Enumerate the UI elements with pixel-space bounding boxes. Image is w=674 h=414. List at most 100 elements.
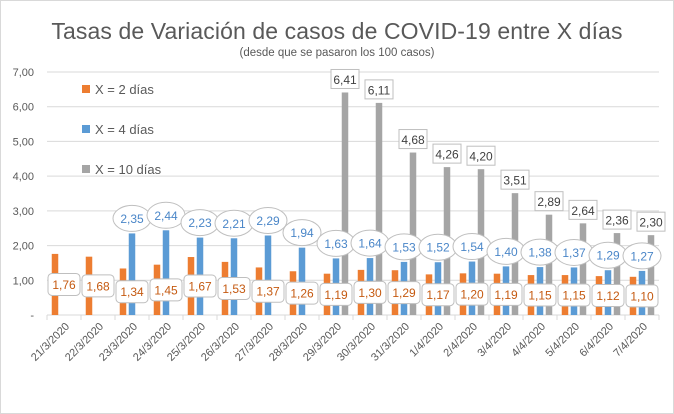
data-label-box <box>466 145 496 166</box>
data-label: 1,19 <box>494 288 518 302</box>
x-tick-label: 1/4/2020 <box>407 321 446 360</box>
bar <box>409 152 417 315</box>
data-label-box <box>500 169 530 190</box>
bar <box>647 235 655 315</box>
data-label-box <box>489 282 523 306</box>
data-label-box <box>387 281 421 305</box>
data-label: 1,30 <box>358 286 382 300</box>
legend-swatch <box>82 165 90 173</box>
data-label: 3,51 <box>503 174 527 188</box>
bar <box>264 235 272 315</box>
data-label: 4,68 <box>401 133 425 147</box>
data-label-box <box>534 191 564 212</box>
data-label: 1,29 <box>596 249 620 263</box>
data-label-box <box>217 276 251 300</box>
data-label-box <box>636 211 666 232</box>
bar <box>162 230 170 315</box>
data-label: 1,17 <box>426 288 450 302</box>
chart-title: Tasas de Variación de casos de COVID-19 … <box>51 18 623 44</box>
bar <box>128 233 136 315</box>
y-tick-label: 4,00 <box>13 171 34 183</box>
data-label: 2,21 <box>222 217 246 231</box>
data-label: 1,67 <box>188 280 212 294</box>
data-label: 1,12 <box>596 289 620 303</box>
y-tick-label: 7,00 <box>13 67 34 79</box>
y-tick-label: 6,00 <box>13 102 34 114</box>
legend: X = 2 días X = 4 días X = 10 días <box>82 82 162 177</box>
x-tick-label: 7/4/2020 <box>611 321 650 360</box>
chart-subtitle: (desde que se pasaron los 100 casos) <box>239 47 435 59</box>
data-label: 1,40 <box>494 245 518 259</box>
data-label-box <box>591 284 625 308</box>
bar <box>579 223 587 315</box>
data-label: 2,35 <box>120 212 144 226</box>
data-label-box <box>81 274 115 298</box>
legend-swatch <box>82 125 90 133</box>
y-tick-label: 3,00 <box>13 206 34 218</box>
data-label: 1,15 <box>562 289 586 303</box>
data-label: 1,19 <box>324 288 348 302</box>
data-label: 2,23 <box>188 216 212 230</box>
data-label-box <box>149 278 183 302</box>
data-label-box <box>251 279 285 303</box>
data-label-box <box>421 283 455 307</box>
data-label: 6,41 <box>333 73 357 87</box>
data-label: 1,29 <box>392 286 416 300</box>
y-tick-label: 1,00 <box>13 275 34 287</box>
x-tick-label: 6/4/2020 <box>577 321 616 360</box>
data-labels: 1,76 1,68 1,34 1,45 1,67 1,53 1,37 1,26 1,19 1,30… <box>47 68 666 308</box>
legend-swatch <box>82 85 90 93</box>
data-label-box <box>602 209 632 230</box>
data-label: 1,34 <box>120 285 144 299</box>
legend-label: X = 4 días <box>95 122 154 137</box>
data-label-box <box>364 79 394 100</box>
data-label: 1,54 <box>460 240 484 254</box>
data-label-box <box>455 282 489 306</box>
data-label: 1,63 <box>324 237 348 251</box>
data-label-box <box>183 274 217 298</box>
y-tick-label: 5,00 <box>13 136 34 148</box>
data-label: 1,27 <box>630 249 654 263</box>
data-label: 1,38 <box>528 246 552 260</box>
data-label: 2,64 <box>571 204 595 218</box>
data-label-bubble <box>622 242 662 270</box>
data-label-box <box>568 199 598 220</box>
x-tick-label: 3/4/2020 <box>475 321 514 360</box>
data-label: 1,26 <box>290 287 314 301</box>
legend-label: X = 2 días <box>95 82 154 97</box>
data-label: 1,53 <box>392 240 416 254</box>
y-tick-label: - <box>30 310 34 322</box>
data-label-bubble <box>282 219 322 247</box>
data-label-box <box>432 143 462 164</box>
data-label-box <box>523 283 557 307</box>
data-label-box <box>353 280 387 304</box>
data-label: 1,94 <box>290 226 314 240</box>
data-label: 2,36 <box>605 214 629 228</box>
data-label: 1,53 <box>222 282 246 296</box>
bar <box>230 238 238 315</box>
data-label-box <box>557 283 591 307</box>
data-label-box <box>285 281 319 305</box>
data-label: 1,20 <box>460 288 484 302</box>
data-label: 1,68 <box>86 279 110 293</box>
data-label-box <box>625 284 659 308</box>
data-label: 2,44 <box>154 209 178 223</box>
x-tick-label: 4/4/2020 <box>509 321 548 360</box>
data-label: 4,26 <box>435 148 459 162</box>
data-label: 1,64 <box>358 237 382 251</box>
data-label-box <box>115 280 149 304</box>
x-axis: 21/3/202022/3/202023/3/202024/3/202025/3… <box>29 314 660 364</box>
y-axis: - 1,00 2,00 3,00 4,00 5,00 6,00 7,00 <box>13 67 35 322</box>
bar <box>298 247 306 315</box>
data-label: 1,76 <box>52 278 76 292</box>
data-label: 1,37 <box>562 246 586 260</box>
data-label-box <box>398 129 428 150</box>
data-label: 1,15 <box>528 289 552 303</box>
data-label: 1,45 <box>154 283 178 297</box>
x-tick-label: 5/4/2020 <box>543 321 582 360</box>
data-label: 1,10 <box>630 289 654 303</box>
data-label: 1,37 <box>256 285 280 299</box>
y-tick-label: 2,00 <box>13 241 34 253</box>
data-label-box <box>47 272 81 296</box>
data-label: 6,11 <box>368 83 391 97</box>
